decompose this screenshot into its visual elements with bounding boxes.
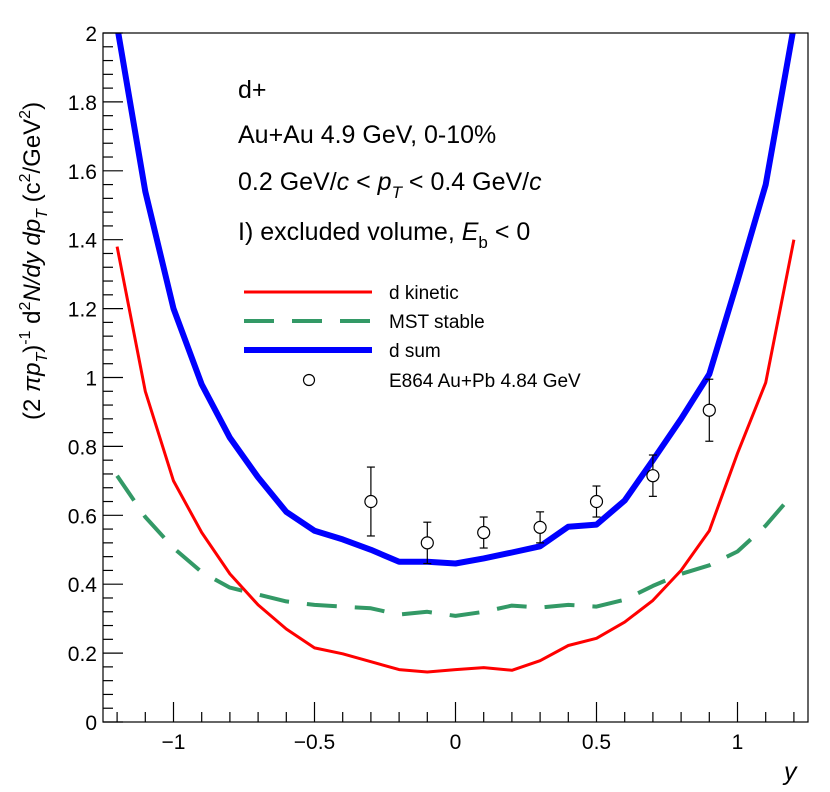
y-tick-label: 0	[85, 712, 97, 735]
annotation-model: I) excluded volume, Eb < 0	[238, 218, 530, 252]
legend-label-d-sum: d sum	[389, 341, 441, 362]
y-tick-label: 0.8	[68, 436, 97, 459]
legend-swatch-e864	[302, 373, 316, 387]
annotation-particle: d+	[238, 76, 267, 104]
legend-label-e864: E864 Au+Pb 4.84 GeV	[389, 371, 581, 392]
series-line-d-sum	[115, 33, 796, 567]
y-tick-label: 0.6	[68, 505, 97, 528]
series-layer	[115, 33, 796, 674]
data-point	[533, 520, 547, 534]
x-tick-label: −1	[162, 731, 186, 754]
x-axis-label: y	[782, 758, 798, 786]
y-tick-label: 1	[85, 368, 97, 391]
x-tick-label: −0.5	[294, 731, 335, 754]
x-tick-label: 0	[450, 731, 462, 754]
annotation-system: Au+Au 4.9 GeV, 0-10%	[238, 121, 496, 149]
y-tick-label: 1.8	[68, 92, 97, 115]
x-tick-label: 0.5	[582, 731, 611, 754]
ticks-layer: −1 −0.5 0 0.5 1 0 0.2 0.4 0.6 0.8 1 1.2 1.4 1.6 1.8 2	[68, 23, 795, 754]
data-point	[477, 525, 491, 540]
annotation-pt-range: 0.2 GeV/c < pT < 0.4 GeV/c	[238, 168, 542, 202]
series-line-mst-stable	[115, 474, 796, 618]
y-tick-label: 2	[85, 23, 97, 46]
y-tick-label: 1.2	[68, 299, 97, 322]
data-point	[702, 403, 716, 417]
legend: d kinetic MST stable d sum E864 Au+Pb 4.…	[244, 283, 581, 392]
data-point	[364, 494, 378, 509]
data-point	[589, 494, 604, 509]
legend-label-d-kinetic: d kinetic	[389, 283, 459, 304]
legend-label-mst-stable: MST stable	[389, 312, 485, 333]
series-line-d-kinetic	[115, 239, 796, 674]
data-point	[420, 536, 434, 550]
y-tick-label: 0.4	[68, 574, 98, 597]
x-tick-label: 1	[732, 731, 744, 754]
y-axis-label: (2 πpT)-1 d2N/dy dpT (c2/GeV2)	[17, 102, 51, 420]
y-tick-label: 1.6	[68, 161, 97, 184]
y-tick-label: 0.2	[68, 643, 97, 666]
y-tick-label: 1.4	[68, 230, 98, 253]
data-point	[646, 469, 660, 483]
data-points-layer	[364, 378, 716, 565]
